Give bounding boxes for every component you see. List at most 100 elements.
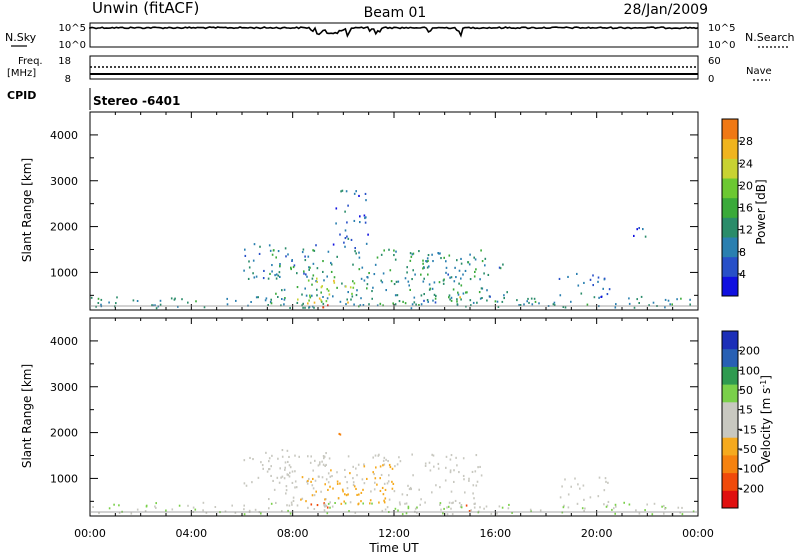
power-cell [589,278,592,281]
velocity-ylabel: Slant Range [km] [20,364,34,468]
power-cell [258,252,261,255]
velocity-cell [372,456,374,459]
power-cell [243,269,245,272]
power-cell [269,249,272,252]
velocity-cell [468,479,470,482]
velocity-cell [325,498,327,501]
power-cell [347,204,349,207]
power-cell [414,273,416,276]
velocity-scatter-cell [562,506,565,509]
power-cell [309,266,311,269]
velocity-scatter-cell [451,502,453,505]
velocity-cell [376,483,378,486]
velocity-cell [323,457,325,460]
power-cell [460,257,462,260]
power-scatter-cell [322,302,325,305]
velocity-cell [409,486,412,489]
velocity-scatter-cell [270,502,273,505]
power-cell [484,264,486,267]
power-cell [306,275,308,278]
velocity-cell [597,495,600,498]
velocity-panel: 1000 2000 3000 4000 Slant Range [km] -200 -1… [20,317,773,517]
velocity-colorbar-label-main: Velocity [m s [759,388,773,465]
velocity-scatter-cell [460,506,463,509]
power-cell [475,268,477,271]
velocity-cell [319,461,321,464]
power-cell [323,279,325,282]
power-scatter-cell [638,302,640,304]
velocity-colorbar: -200 -100 -50 -15 15 50 100 200 [721,330,764,509]
freq-label: Freq. [18,56,43,67]
power-scatter-cell [95,305,97,308]
velocity-cell [291,503,293,506]
power-cell [428,283,431,286]
velocity-cell [344,468,346,471]
velocity-ytick-label-4000: 4000 [50,335,78,348]
date-title: 28/Jan/2009 [624,2,708,18]
velocity-cell [268,498,270,501]
nave-tick-bottom: 0 [708,74,714,85]
velocity-cell [325,463,327,466]
power-cell [479,297,482,300]
velocity-cell [450,490,453,493]
power-scatter-cell [302,306,304,309]
power-echo-cells [90,189,691,310]
power-scatter-cell [257,296,259,299]
velocity-scatter-cell [407,507,410,510]
power-cell [304,255,306,258]
velocity-cell [322,455,325,458]
freq-unit-label: [MHz] [7,68,36,79]
velocity-scatter-cell [118,504,120,507]
velocity-cell [278,481,281,484]
velocity-cell [431,491,433,494]
velocity-cell [385,458,387,461]
velocity-cell [391,487,394,490]
power-cell [445,271,447,274]
power-ytick-label-1000: 1000 [50,266,78,279]
power-cell [422,262,424,265]
power-scatter-cell [519,304,522,306]
power-cell [445,260,447,263]
power-cell [410,255,413,258]
velocity-cell [243,459,246,462]
velocity-cell [307,506,309,509]
velocity-cell [281,455,284,458]
velocity-cell [287,474,290,477]
power-scatter-cell [481,297,483,299]
power-cell [460,298,462,301]
velocity-cell [380,473,383,476]
velocity-cell [353,485,356,488]
velocity-scatter-cell [450,507,452,510]
velocity-scatter-cell [384,508,387,511]
velocity-scatter-cell [404,502,406,505]
velocity-cell [445,455,448,458]
velocity-scatter-cell [178,504,181,507]
power-scatter-cell [410,307,413,310]
power-cell [326,275,328,278]
freq-tick-bottom: 8 [65,74,71,85]
power-cell [358,268,361,271]
power-scatter-cell [652,301,655,304]
power-colorbar-label: Power [dB] [754,179,768,244]
velocity-cell [294,486,296,489]
velocity-scatter-cell [664,507,666,510]
power-cell [489,295,491,298]
velocity-cell [386,482,389,485]
velocity-cell [435,484,437,487]
velocity-cell [474,470,477,473]
power-cell [327,250,330,253]
power-cell [318,297,321,300]
velocity-cell [295,486,298,489]
velocity-cell [324,464,326,467]
velocity-scatter-cell [628,503,631,506]
velocity-cell [473,506,476,509]
velocity-cell [307,479,309,482]
velocity-cell [328,457,331,460]
power-scatter-cell [664,306,666,309]
velocity-cell [243,482,246,485]
power-scatter-cell [154,304,156,307]
velocity-scatter-cell [187,504,189,507]
power-cell [346,235,348,238]
power-scatter-cell [371,297,373,300]
velocity-scatter-cell [155,506,157,509]
